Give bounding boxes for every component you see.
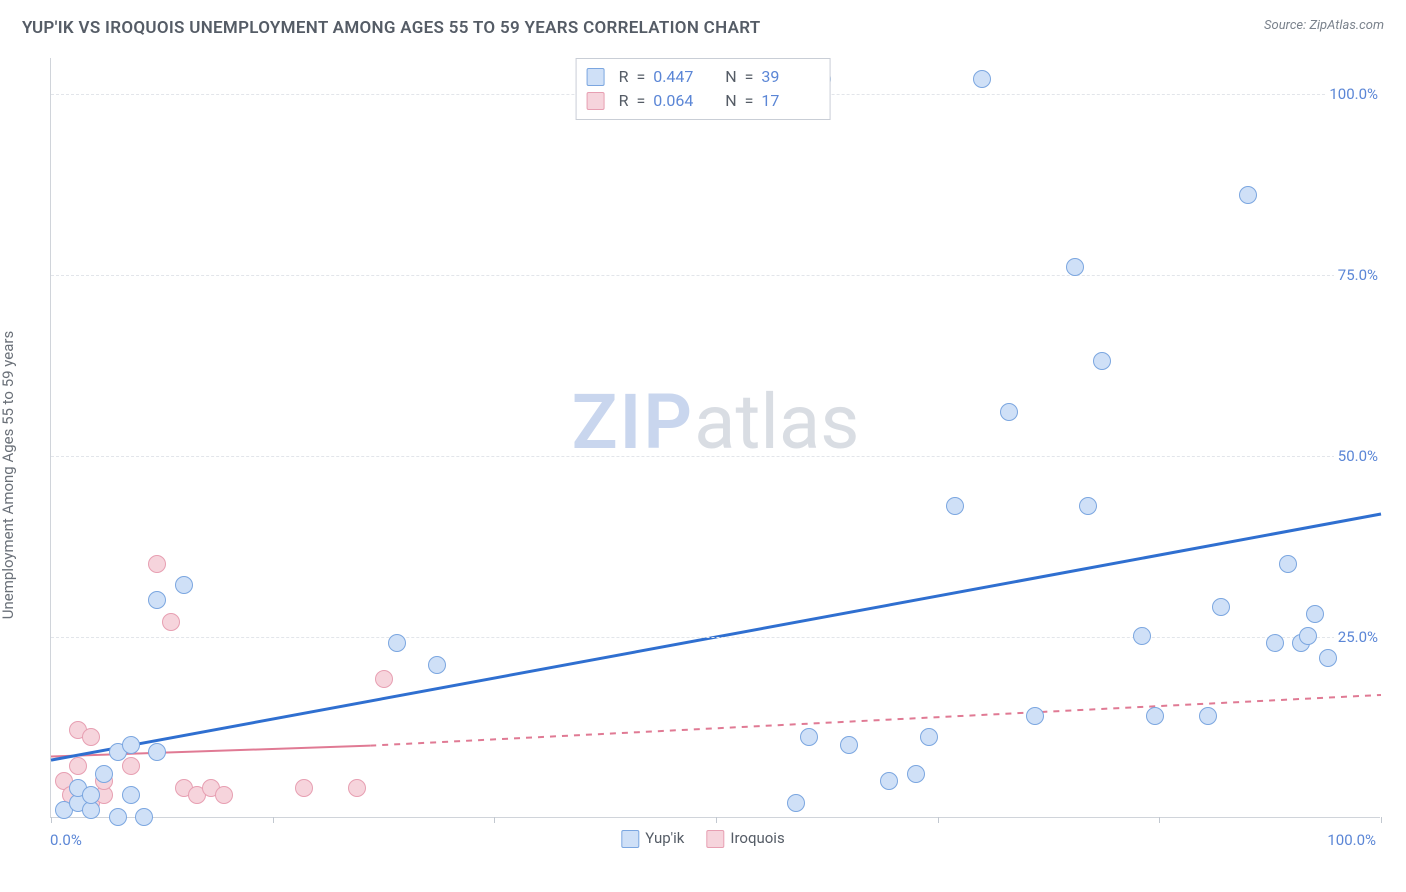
yupik-point [1319,649,1337,667]
yupik-point [880,772,898,790]
iroquois-swatch [706,830,724,848]
trend-line [370,695,1381,746]
yupik-point [122,786,140,804]
iroquois-point [148,555,166,573]
x-tick [716,817,717,823]
stats-r-value: 0.447 [653,65,705,89]
yupik-point [973,70,991,88]
yupik-point [787,794,805,812]
x-tick [494,817,495,823]
y-tick-label: 25.0% [1334,628,1382,646]
stats-eq: = [745,89,754,113]
iroquois-point [215,786,233,804]
yupik-point [907,765,925,783]
y-tick-label: 50.0% [1334,447,1382,465]
legend-label: Iroquois [730,829,784,847]
yupik-point [946,497,964,515]
yupik-point [1079,497,1097,515]
yupik-point [95,765,113,783]
stats-r-label: R [619,89,629,113]
yupik-point [428,656,446,674]
trend-lines-layer [51,58,1380,817]
stats-n-value: 17 [761,89,813,113]
x-tick [1159,817,1160,823]
yupik-point [148,591,166,609]
x-tick [938,817,939,823]
source-attribution: Source: ZipAtlas.com [1264,18,1384,33]
stats-n-label: N [725,89,736,113]
yupik-point [1066,258,1084,276]
yupik-point [1199,707,1217,725]
stats-eq: = [636,65,645,89]
x-axis-max-label: 100.0% [1327,831,1376,849]
y-tick-label: 75.0% [1334,266,1382,284]
yupik-point [175,576,193,594]
stats-row-iroquois: R = 0.064 N = 17 [587,89,814,113]
bottom-legend: Yup'ik Iroquois [621,829,784,848]
legend-item-iroquois: Iroquois [706,829,784,848]
yupik-point [122,736,140,754]
iroquois-point [82,728,100,746]
iroquois-point [69,757,87,775]
stats-eq: = [636,89,645,113]
yupik-point [109,808,127,826]
x-tick [273,817,274,823]
iroquois-point [162,613,180,631]
stats-legend-box: R = 0.447 N = 39 R = 0.064 N = 17 [576,58,831,120]
yupik-point [1279,555,1297,573]
yupik-point [1146,707,1164,725]
yupik-point [388,634,406,652]
yupik-swatch [621,830,639,848]
x-tick [51,817,52,823]
chart-title: YUP'IK VS IROQUOIS UNEMPLOYMENT AMONG AG… [22,18,761,38]
gridline [51,456,1380,457]
y-tick-label: 100.0% [1325,85,1382,103]
stats-eq: = [745,65,754,89]
iroquois-swatch [587,92,605,110]
yupik-point [1212,598,1230,616]
iroquois-point [348,779,366,797]
yupik-point [1133,627,1151,645]
stats-r-value: 0.064 [653,89,705,113]
stats-n-label: N [725,65,736,89]
yupik-point [1266,634,1284,652]
stats-r-label: R [619,65,629,89]
iroquois-point [375,670,393,688]
legend-label: Yup'ik [645,829,684,847]
yupik-point [1299,627,1317,645]
yupik-point [1306,605,1324,623]
source-prefix: Source: [1264,18,1309,33]
legend-item-yupik: Yup'ik [621,829,684,848]
yupik-point [1239,186,1257,204]
iroquois-point [122,757,140,775]
yupik-swatch [587,68,605,86]
plot-area: ZIPatlas 25.0%50.0%75.0%100.0% [50,58,1380,818]
x-tick [1381,817,1382,823]
yupik-point [800,728,818,746]
iroquois-point [295,779,313,797]
yupik-point [135,808,153,826]
yupik-point [1093,352,1111,370]
yupik-point [1026,707,1044,725]
x-axis-min-label: 0.0% [50,831,82,849]
stats-row-yupik: R = 0.447 N = 39 [587,65,814,89]
chart-container: Unemployment Among Ages 55 to 59 years Z… [0,46,1406,886]
stats-n-value: 39 [761,65,813,89]
y-axis-label: Unemployment Among Ages 55 to 59 years [0,331,17,619]
source-name: ZipAtlas.com [1309,18,1384,33]
yupik-point [148,743,166,761]
gridline [51,637,1380,638]
gridline [51,275,1380,276]
yupik-point [920,728,938,746]
yupik-point [82,786,100,804]
yupik-point [840,736,858,754]
yupik-point [1000,403,1018,421]
